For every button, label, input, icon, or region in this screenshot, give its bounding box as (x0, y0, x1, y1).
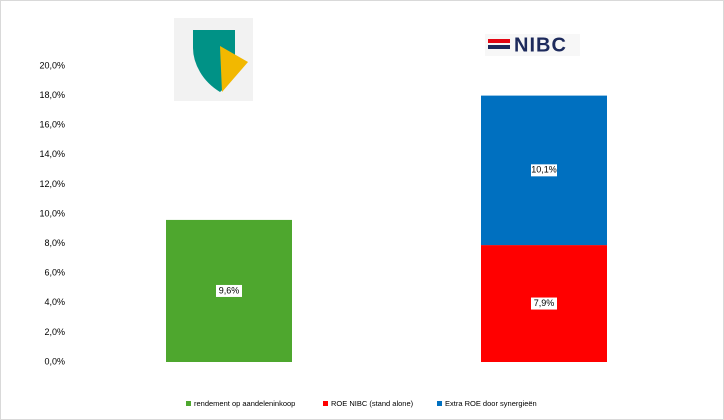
y-tick-label: 8,0% (44, 238, 65, 248)
y-tick-label: 20,0% (39, 60, 65, 70)
value-label: 10,1% (531, 165, 557, 175)
value-label: 7,9% (534, 298, 555, 308)
value-label: 9,6% (219, 285, 240, 295)
legend-swatch (437, 401, 442, 406)
legend-text: Extra ROE door synergieën (445, 399, 537, 408)
y-tick-label: 6,0% (44, 268, 65, 278)
y-tick-label: 12,0% (39, 179, 65, 189)
y-tick-label: 4,0% (44, 297, 65, 307)
y-tick-label: 14,0% (39, 149, 65, 159)
legend-text: rendement op aandeleninkoop (194, 399, 295, 408)
category-logo-text: NIBC (514, 34, 567, 56)
nibc-logo (485, 34, 580, 56)
legend-swatch (186, 401, 191, 406)
y-tick-label: 18,0% (39, 90, 65, 100)
abn-amro-logo (174, 18, 253, 101)
value-label-box (531, 164, 557, 177)
legend-text: ROE NIBC (stand alone) (331, 399, 414, 408)
value-label-box (531, 297, 557, 310)
y-tick-label: 2,0% (44, 327, 65, 337)
y-tick-label: 16,0% (39, 120, 65, 130)
y-tick-label: 10,0% (39, 208, 65, 218)
legend-swatch (323, 401, 328, 406)
y-tick-label: 0,0% (44, 356, 65, 366)
value-label-box (216, 284, 242, 297)
